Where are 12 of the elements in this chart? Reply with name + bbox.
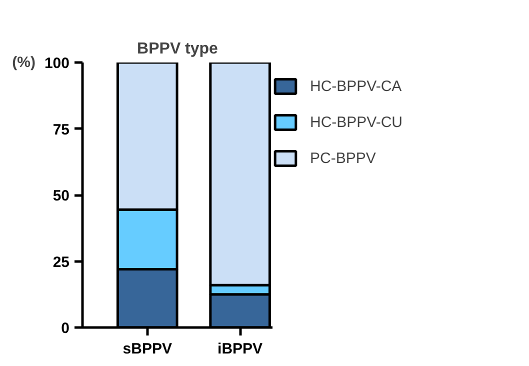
chart-title: BPPV type xyxy=(137,40,218,58)
x-tick-label: iBPPV xyxy=(218,340,263,358)
legend-label: PC-BPPV xyxy=(310,150,376,166)
legend-label: HC-BPPV-CU xyxy=(310,114,403,130)
y-tick-label: 75 xyxy=(52,121,70,138)
y-tick-label: 50 xyxy=(52,188,70,204)
y-tick-label: 0 xyxy=(61,320,70,337)
y-tick-label: 100 xyxy=(44,55,70,72)
y-axis-title: (%) xyxy=(12,54,36,71)
x-tick-label: sBPPV xyxy=(122,340,172,358)
y-tick-label: 25 xyxy=(52,254,70,271)
legend-label: HC-BPPV-CA xyxy=(310,78,402,94)
